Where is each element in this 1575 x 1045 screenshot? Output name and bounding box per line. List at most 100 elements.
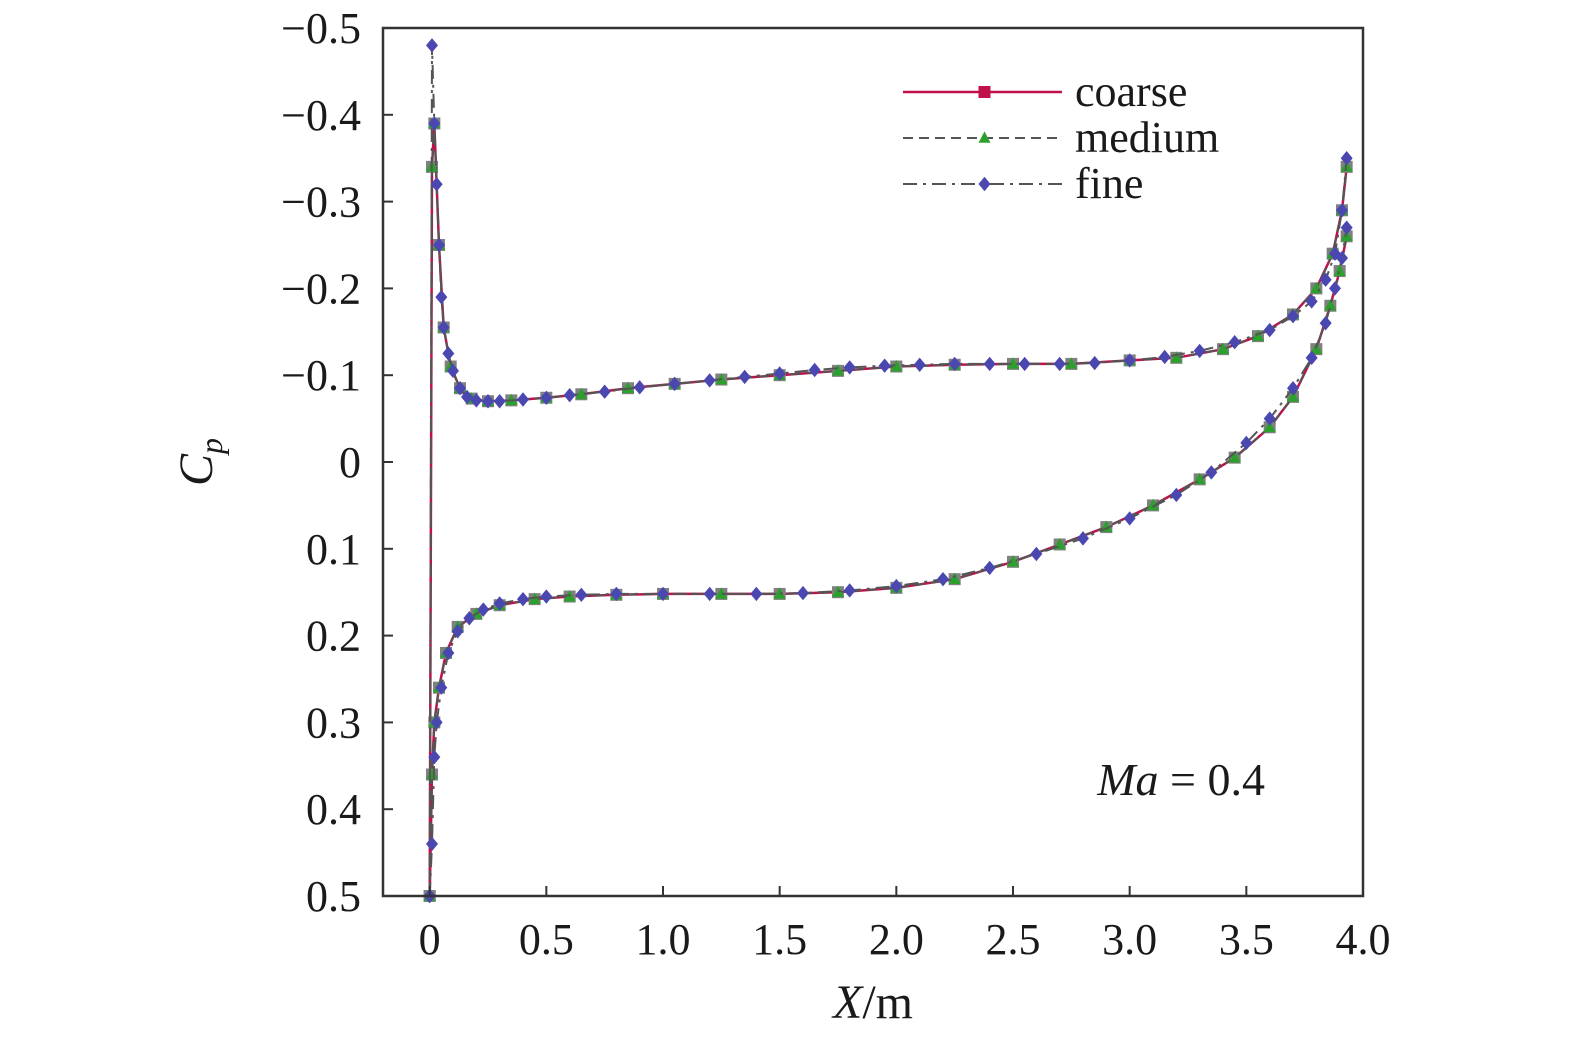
series-fine-upper-point <box>913 357 926 372</box>
series-fine-upper-point <box>983 356 996 372</box>
y-tick-label: −0.4 <box>281 91 361 140</box>
series-medium-lower-point <box>1287 390 1299 402</box>
series-fine-lower-point <box>575 587 588 603</box>
series-fine-lower-point <box>703 586 716 602</box>
y-tick-label: 0.1 <box>306 525 361 574</box>
series-fine-upper-point <box>1228 335 1241 350</box>
series-fine-lower-point <box>1340 220 1353 235</box>
series-medium-lower-point <box>715 587 728 599</box>
legend-item-medium: medium <box>903 113 1219 162</box>
series-medium-upper-point <box>1065 357 1078 369</box>
x-axis-title-main: X <box>831 976 864 1029</box>
mach-annotation-symbol: Ma <box>1096 754 1158 805</box>
series-medium-lower-point <box>1263 420 1276 433</box>
y-tick-label: 0 <box>339 438 361 487</box>
x-axis-title: X/m <box>831 976 913 1029</box>
series-medium-upper-point <box>1170 351 1183 363</box>
series-fine-lower-point <box>493 596 506 611</box>
series-medium-lower-point <box>948 572 961 584</box>
series-fine-lower-point <box>463 611 476 626</box>
y-axis-title-main: C <box>170 453 223 486</box>
x-tick-label: 1.0 <box>636 915 691 964</box>
series-fine-lower-point <box>983 560 996 576</box>
series-fine-lower-point <box>1240 435 1253 451</box>
series-fine-lower-point <box>797 585 809 601</box>
y-axis-title-subscript: p <box>193 438 229 456</box>
series-fine-upper-point <box>1287 308 1299 324</box>
series-fine-lower-point <box>1287 381 1299 396</box>
series-fine-lower-point <box>430 715 443 730</box>
series-fine-upper-point <box>843 360 856 375</box>
series-fine-upper-point <box>1123 353 1136 368</box>
series-fine-lower-point <box>657 586 669 602</box>
legend-marker-coarse <box>978 86 991 98</box>
series-fine-lower-point <box>1030 546 1043 562</box>
series-fine-lower-point <box>890 578 903 594</box>
legend-label-fine: fine <box>1075 159 1143 208</box>
x-axis: 0 0.5 1.0 1.5 2.0 2.5 3.0 3.5 4.0 <box>419 886 1391 964</box>
y-tick-label: 0.2 <box>306 612 361 661</box>
series-fine-upper-point <box>948 356 961 372</box>
series-fine-upper-point <box>1158 349 1171 365</box>
series-medium-lower-point <box>1228 451 1241 463</box>
series-fine-upper-point <box>1319 272 1332 287</box>
series-fine-lower-point <box>1077 531 1089 546</box>
mach-annotation: Ma = 0.4 <box>1096 754 1265 805</box>
series-fine-upper-point <box>1263 322 1276 338</box>
series-fine-lower-point <box>435 680 448 695</box>
series-fine-lower-point <box>1205 465 1218 480</box>
series-fine-lower-point <box>1170 487 1183 503</box>
series-fine-upper-point <box>563 387 576 403</box>
y-tick-label: −0.5 <box>281 4 361 53</box>
series-medium-upper-point <box>1217 342 1229 354</box>
legend-marker-fine <box>978 176 991 192</box>
x-tick-label: 3.0 <box>1102 915 1157 964</box>
series-fine-lower-point <box>1263 411 1276 426</box>
series-fine-upper-point <box>633 380 646 395</box>
series-medium-lower-point <box>1340 229 1353 242</box>
series-fine-upper-point <box>517 392 529 407</box>
legend-label-medium: medium <box>1075 113 1219 162</box>
series-fine-lower-point <box>1336 250 1348 266</box>
series-fine-upper-point <box>470 393 483 408</box>
series-fine-upper-point <box>1088 355 1101 371</box>
y-axis: −0.5 −0.4 −0.3 −0.2 −0.1 0 0.1 0.2 0.3 0.4 0.5 <box>281 4 393 921</box>
series-medium-lower-point <box>1007 555 1019 567</box>
series-fine-lower-point <box>610 586 623 602</box>
series-medium-lower-point <box>426 767 438 780</box>
series-fine-upper-point <box>598 384 611 399</box>
legend-item-coarse: coarse <box>903 67 1187 116</box>
x-tick-label: 4.0 <box>1336 915 1391 964</box>
series-fine-lower-point <box>1305 350 1318 366</box>
y-tick-label: 0.3 <box>306 698 361 747</box>
series-medium-upper-point <box>1007 357 1019 369</box>
series-fine-upper-point <box>433 237 445 253</box>
series-fine-upper-point <box>1193 343 1206 359</box>
series-fine-upper-point <box>430 177 443 192</box>
series-fine-upper-point <box>1336 203 1348 218</box>
y-axis-title: Cp <box>170 438 229 486</box>
mach-annotation-value: = 0.4 <box>1159 754 1265 805</box>
series-fine-upper-point <box>773 366 786 381</box>
series-fine-upper-point <box>435 289 448 305</box>
series-layer <box>423 38 1353 904</box>
x-tick-label: 1.5 <box>752 915 807 964</box>
series-fine-upper-point <box>482 394 494 409</box>
x-tick-label: 2.5 <box>986 915 1041 964</box>
series-fine-lower-point <box>843 583 856 598</box>
series-fine-lower-point <box>540 589 553 604</box>
x-tick-label: 0.5 <box>519 915 574 964</box>
series-fine-lower-point <box>1123 511 1136 526</box>
series-medium-upper-point <box>890 359 903 372</box>
x-axis-title-unit: /m <box>862 976 913 1029</box>
series-fine-upper-point <box>426 38 438 53</box>
series-fine-lower-point <box>1319 315 1332 331</box>
series-fine-lower-point <box>477 602 490 617</box>
legend-item-fine: fine <box>903 159 1143 208</box>
series-fine-lower-point <box>428 749 441 765</box>
series-fine-lower-point <box>442 645 455 661</box>
series-fine-upper-point <box>878 358 891 373</box>
